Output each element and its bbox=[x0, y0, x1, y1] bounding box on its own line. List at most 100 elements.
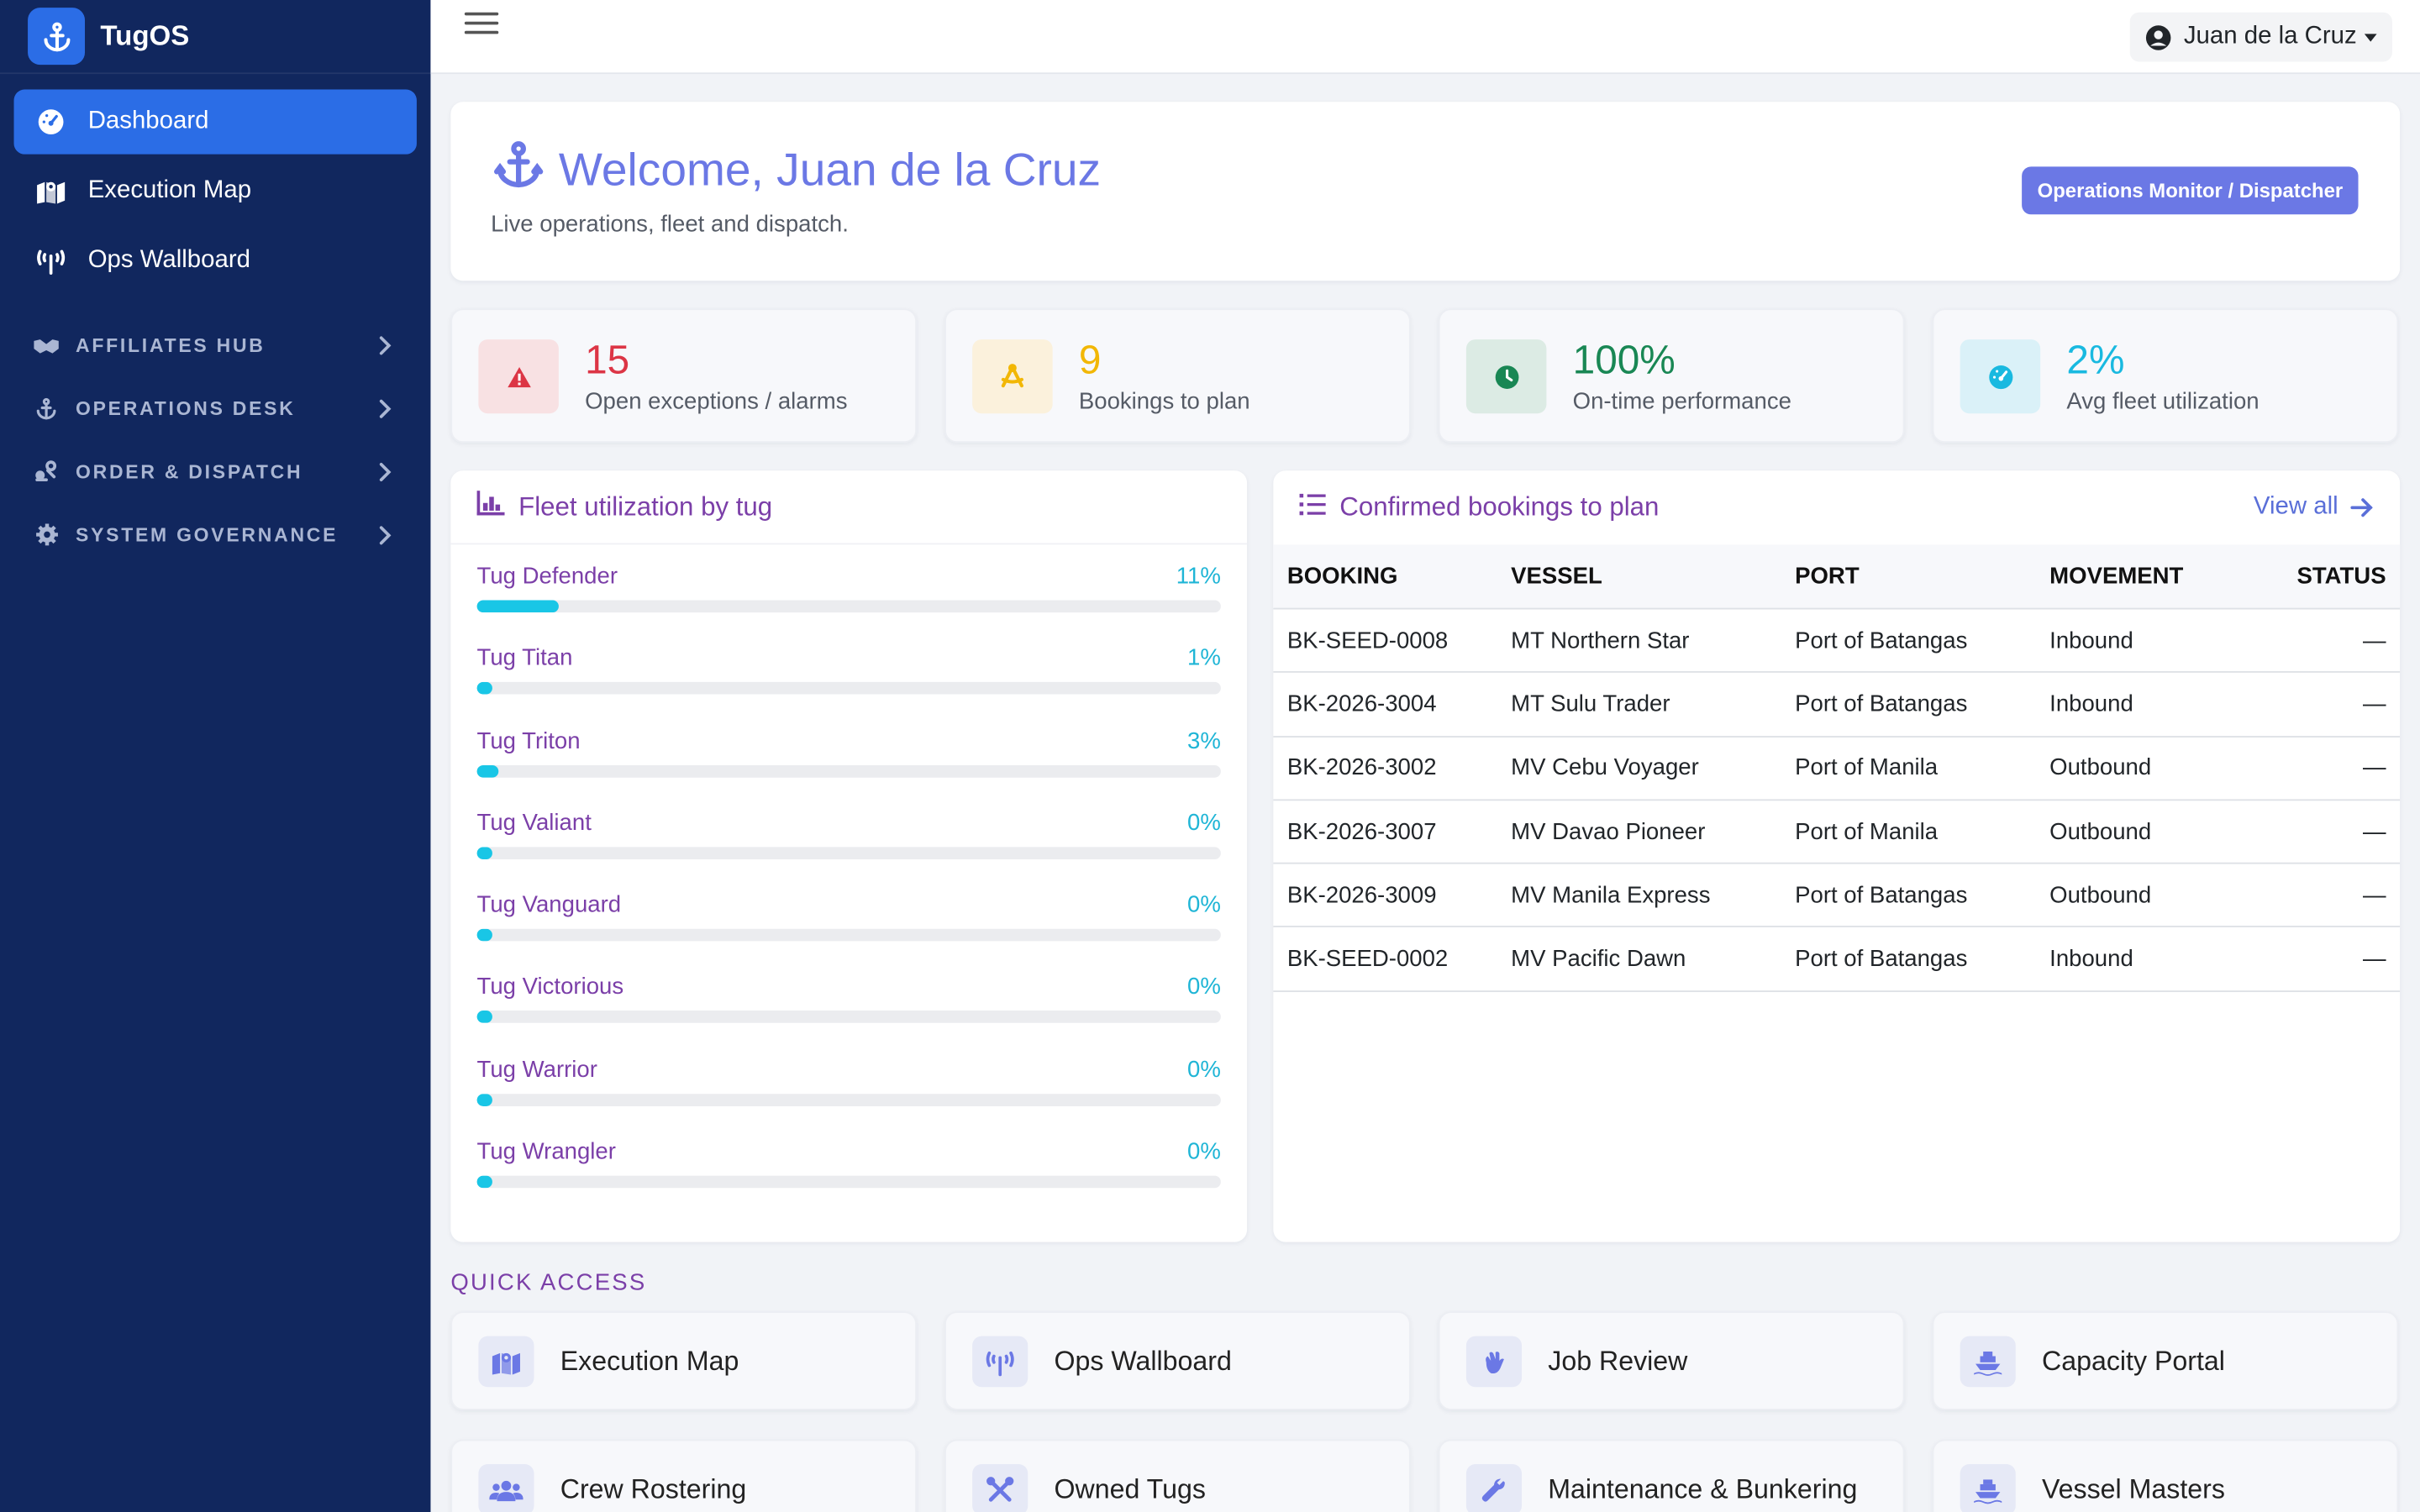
fleet-row: Tug Victorious 0% bbox=[476, 956, 1221, 1038]
stat-card-bookings[interactable]: 9 Bookings to plan bbox=[944, 308, 1411, 444]
gear-icon bbox=[33, 521, 60, 549]
quick-access-vessel-masters[interactable]: Vessel Masters bbox=[1932, 1439, 2399, 1512]
caret-down-icon bbox=[2364, 33, 2377, 41]
progress-fill bbox=[476, 682, 492, 696]
chevron-right-icon bbox=[379, 335, 392, 354]
quick-access-execution-map[interactable]: Execution Map bbox=[450, 1311, 918, 1410]
quick-access-label: Ops Wallboard bbox=[1054, 1345, 1232, 1377]
stat-card-exceptions[interactable]: 15 Open exceptions / alarms bbox=[450, 308, 918, 444]
anchor-icon bbox=[33, 394, 60, 422]
stat-label: Bookings to plan bbox=[1078, 388, 1250, 416]
port-name: Port of Manila bbox=[1795, 818, 1939, 845]
progress-track bbox=[476, 1093, 1221, 1106]
table-row[interactable]: BK-SEED-0008 MT Northern Star Port of Ba… bbox=[1273, 610, 2401, 674]
quick-access-owned-tugs[interactable]: Owned Tugs bbox=[944, 1439, 1411, 1512]
quick-access-job-review[interactable]: Job Review bbox=[1438, 1311, 1905, 1410]
tug-percent: 1% bbox=[1187, 645, 1221, 672]
table-row[interactable]: BK-2026-3002 MV Cebu Voyager Port of Man… bbox=[1273, 737, 2401, 801]
section-label: OPERATIONS DESK bbox=[76, 396, 296, 419]
sidebar-item-ops-wallboard[interactable]: Ops Wallboard bbox=[14, 228, 417, 293]
stat-value: 2% bbox=[2066, 336, 2125, 383]
port-name: Port of Batangas bbox=[1795, 946, 1968, 973]
booking-id: BK-2026-3002 bbox=[1286, 754, 1437, 781]
status: — bbox=[2363, 946, 2386, 973]
hamburger-menu-icon[interactable] bbox=[464, 6, 499, 37]
user-circle-icon bbox=[2145, 24, 2171, 50]
stat-label: Open exceptions / alarms bbox=[585, 388, 848, 416]
section-label: SYSTEM GOVERNANCE bbox=[76, 523, 339, 546]
sidebar-item-dashboard[interactable]: Dashboard bbox=[13, 89, 417, 155]
table-row[interactable]: BK-SEED-0002 MV Pacific Dawn Port of Bat… bbox=[1273, 928, 2401, 992]
quick-access-maintenance-bunkering[interactable]: Maintenance & Bunkering bbox=[1438, 1439, 1905, 1512]
view-all-link[interactable]: View all bbox=[2254, 494, 2374, 522]
quick-access-label: Maintenance & Bunkering bbox=[1548, 1473, 1858, 1504]
quick-access-label: Capacity Portal bbox=[2042, 1345, 2225, 1377]
column-header[interactable]: VESSEL bbox=[1511, 563, 1602, 590]
warning-triangle-icon bbox=[478, 339, 559, 414]
sidebar-item-execution-map[interactable]: Execution Map bbox=[14, 159, 417, 223]
brand[interactable]: TugOS bbox=[0, 0, 431, 75]
status: — bbox=[2363, 818, 2386, 845]
fleet-utilization-panel: Fleet utilization by tug Tug Defender 11%… bbox=[450, 470, 1248, 1242]
sidebar-section-affiliates-hub[interactable]: AFFILIATES HUB bbox=[14, 313, 417, 376]
sidebar-item-label: Dashboard bbox=[87, 108, 209, 134]
movement: Inbound bbox=[2049, 690, 2133, 717]
stat-value: 100% bbox=[1572, 336, 1676, 383]
fleet-row: Tug Warrior 0% bbox=[476, 1038, 1221, 1121]
user-menu-button[interactable]: Juan de la Cruz bbox=[2129, 12, 2392, 62]
table-row[interactable]: BK-2026-3009 MV Manila Express Port of B… bbox=[1273, 864, 2401, 928]
clock-icon bbox=[1465, 339, 1547, 414]
tug-name: Tug Warrior bbox=[476, 1056, 597, 1083]
movement: Outbound bbox=[2049, 754, 2152, 781]
quick-access-crew-rostering[interactable]: Crew Rostering bbox=[450, 1439, 918, 1512]
tug-name: Tug Triton bbox=[476, 727, 581, 754]
sidebar-section-system-governance[interactable]: SYSTEM GOVERNANCE bbox=[14, 503, 417, 566]
booking-id: BK-2026-3009 bbox=[1286, 882, 1437, 909]
table-row[interactable]: BK-2026-3004 MT Sulu Trader Port of Bata… bbox=[1273, 673, 2401, 738]
booking-id: BK-2026-3004 bbox=[1286, 690, 1437, 717]
anchor-icon bbox=[28, 8, 86, 66]
stat-card-fleet-utilization[interactable]: 2% Avg fleet utilization bbox=[1932, 308, 2399, 444]
column-header[interactable]: MOVEMENT bbox=[2049, 563, 2184, 590]
column-header[interactable]: STATUS bbox=[2296, 563, 2386, 590]
section-label: AFFILIATES HUB bbox=[76, 333, 266, 356]
column-header[interactable]: BOOKING bbox=[1286, 563, 1398, 590]
port-name: Port of Manila bbox=[1795, 754, 1939, 781]
gauge-icon bbox=[1960, 339, 2041, 414]
broadcast-tower-icon bbox=[35, 245, 66, 276]
tug-name: Tug Valiant bbox=[476, 810, 592, 837]
tug-percent: 0% bbox=[1187, 810, 1221, 837]
column-header[interactable]: PORT bbox=[1795, 563, 1860, 590]
fleet-row: Tug Wrangler 0% bbox=[476, 1121, 1221, 1203]
stat-card-on-time[interactable]: 100% On-time performance bbox=[1438, 308, 1905, 444]
dispatch-icon bbox=[33, 458, 60, 486]
quick-access-capacity-portal[interactable]: Capacity Portal bbox=[1932, 1311, 2399, 1410]
fleet-row: Tug Valiant 0% bbox=[476, 791, 1221, 874]
progress-track bbox=[476, 1175, 1221, 1189]
table-row[interactable]: BK-2026-3007 MV Davao Pioneer Port of Ma… bbox=[1273, 801, 2401, 864]
panel-title: Fleet utilization by tug bbox=[518, 491, 773, 521]
tug-name: Tug Vanguard bbox=[476, 891, 622, 919]
stat-label: On-time performance bbox=[1572, 388, 1791, 416]
vessel-name: MV Davao Pioneer bbox=[1511, 818, 1706, 845]
booking-id: BK-SEED-0002 bbox=[1286, 946, 1449, 973]
movement: Outbound bbox=[2049, 818, 2152, 845]
progress-track bbox=[476, 682, 1221, 696]
sidebar-section-operations-desk[interactable]: OPERATIONS DESK bbox=[14, 376, 417, 439]
wrench-icon bbox=[1465, 1464, 1523, 1512]
arrow-right-icon bbox=[2350, 498, 2373, 517]
quick-access-label: Vessel Masters bbox=[2042, 1473, 2225, 1504]
sidebar: TugOS Dashboard Execution Map Ops Wallbo… bbox=[0, 0, 431, 1512]
stat-value: 15 bbox=[585, 336, 630, 383]
map-icon bbox=[35, 176, 66, 207]
vessel-name: MV Manila Express bbox=[1511, 882, 1711, 909]
sidebar-item-label: Execution Map bbox=[87, 177, 252, 204]
sidebar-section-order-dispatch[interactable]: ORDER & DISPATCH bbox=[14, 439, 417, 502]
quick-access-label: Crew Rostering bbox=[560, 1473, 747, 1504]
fleet-row: Tug Titan 1% bbox=[476, 627, 1221, 709]
quick-access-ops-wallboard[interactable]: Ops Wallboard bbox=[944, 1311, 1411, 1410]
welcome-heading: Welcome, Juan de la Cruz bbox=[491, 139, 1101, 203]
compass-drafting-icon bbox=[972, 339, 1053, 414]
panel-header: Fleet utilization by tug bbox=[450, 470, 1248, 545]
port-name: Port of Batangas bbox=[1795, 882, 1968, 909]
